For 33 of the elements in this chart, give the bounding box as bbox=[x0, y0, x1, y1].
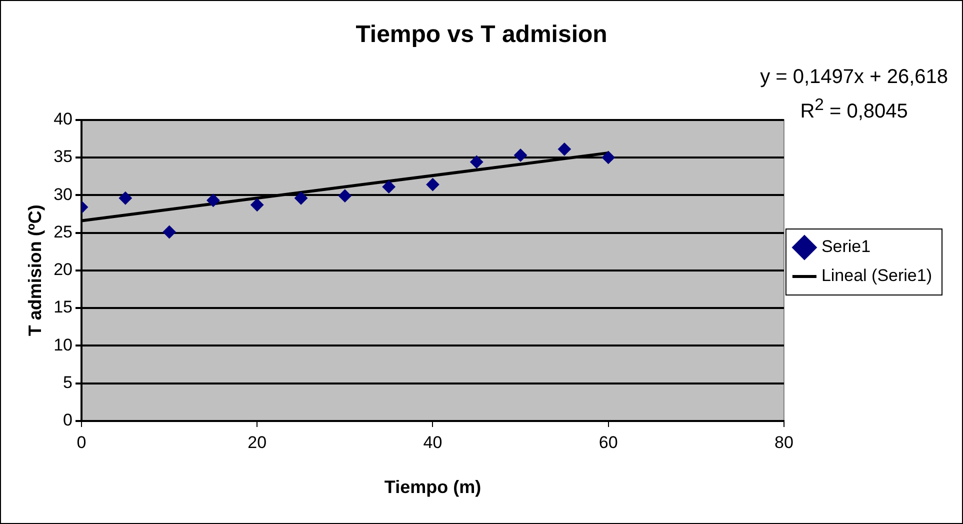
point bbox=[206, 194, 220, 207]
legend-label: Serie1 bbox=[821, 237, 871, 256]
text: R$^{2}$ = 0,8045 bbox=[799, 94, 909, 125]
y-tick-label: 25 bbox=[54, 222, 73, 242]
y-axis-title: T admision (ºC) bbox=[24, 204, 45, 336]
chart-title: Tiempo vs T admision bbox=[356, 21, 608, 48]
x-tick-label: 0 bbox=[76, 432, 86, 452]
y-tick-label: 10 bbox=[54, 335, 73, 354]
point bbox=[514, 148, 528, 162]
legend-label: Lineal (Serie1) bbox=[821, 266, 932, 286]
y-tick-label: 5 bbox=[63, 373, 73, 392]
x-axis-title: Tiempo (m) bbox=[384, 477, 482, 498]
x-tick-label: 60 bbox=[598, 432, 618, 452]
text: y = 0,1497x + 26,618 bbox=[760, 65, 948, 90]
point bbox=[470, 155, 484, 168]
y-tick-label: 35 bbox=[54, 147, 73, 166]
point bbox=[602, 150, 615, 164]
point bbox=[294, 192, 308, 205]
point bbox=[162, 225, 176, 238]
x-tick-label: 40 bbox=[423, 432, 442, 452]
point bbox=[426, 178, 440, 192]
y-tick-label: 15 bbox=[54, 298, 73, 317]
point bbox=[118, 192, 132, 205]
y-tick-label: 30 bbox=[54, 184, 73, 204]
y-tick-label: 40 bbox=[54, 109, 73, 128]
point bbox=[382, 180, 396, 194]
x-tick-label: 80 bbox=[774, 432, 794, 452]
point bbox=[338, 189, 352, 202]
y-tick-label: 0 bbox=[63, 410, 73, 430]
point bbox=[558, 142, 571, 156]
point bbox=[250, 198, 264, 212]
x-tick-label: 20 bbox=[248, 432, 267, 452]
y-tick-label: 20 bbox=[54, 260, 73, 280]
